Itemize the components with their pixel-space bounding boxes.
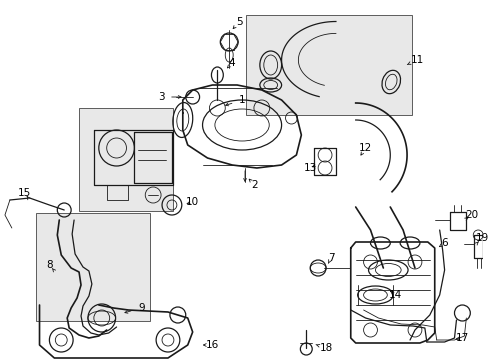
Text: 12: 12 xyxy=(358,143,371,153)
Text: 8: 8 xyxy=(46,260,53,270)
Text: 15: 15 xyxy=(18,188,31,198)
Text: 6: 6 xyxy=(440,238,447,248)
Text: 11: 11 xyxy=(409,55,423,65)
Text: 2: 2 xyxy=(251,180,258,190)
Text: 9: 9 xyxy=(138,303,144,313)
Text: 16: 16 xyxy=(205,340,219,350)
Text: 18: 18 xyxy=(319,343,332,353)
Text: 14: 14 xyxy=(388,290,401,300)
Text: 3: 3 xyxy=(158,92,164,102)
Text: 13: 13 xyxy=(303,163,316,173)
Text: 17: 17 xyxy=(455,333,468,343)
Text: 19: 19 xyxy=(474,233,488,243)
Text: 7: 7 xyxy=(327,253,334,263)
Text: 20: 20 xyxy=(465,210,478,220)
Text: 10: 10 xyxy=(186,197,199,207)
Bar xyxy=(36,213,150,321)
Text: 5: 5 xyxy=(235,17,242,27)
Text: 4: 4 xyxy=(228,58,235,68)
Bar xyxy=(79,108,173,211)
Text: 1: 1 xyxy=(238,95,245,105)
Bar xyxy=(245,15,411,115)
